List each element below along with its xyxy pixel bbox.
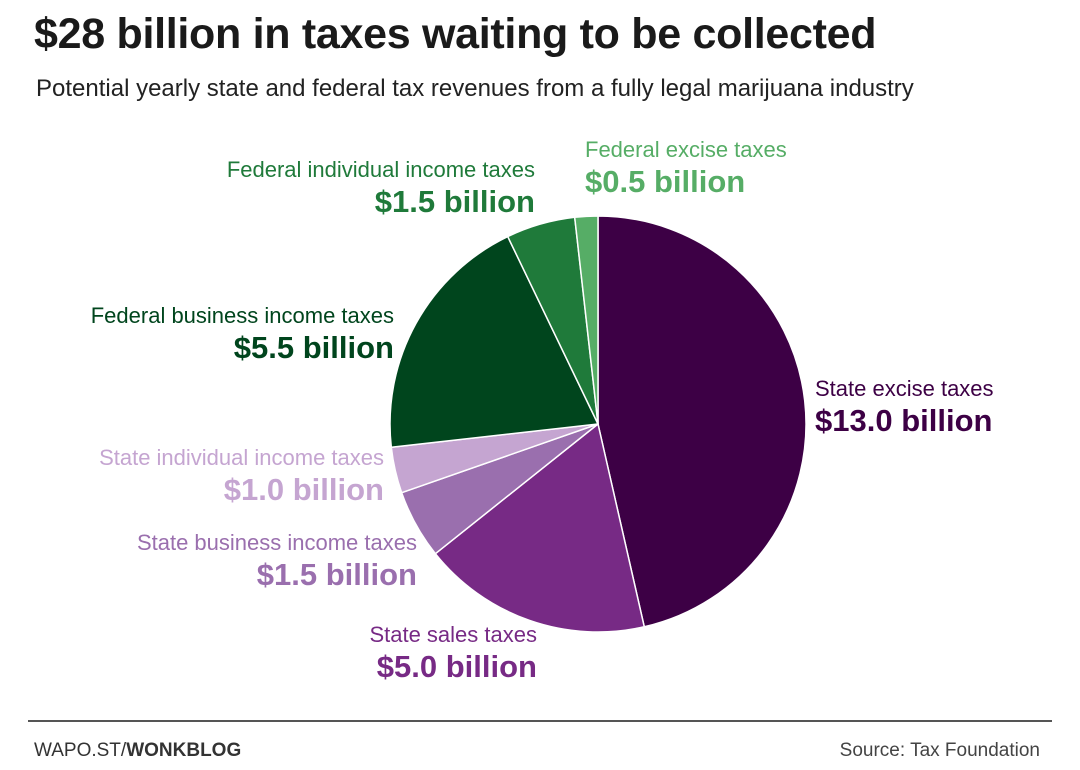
pie-slice-federal-excise-taxes [573, 215, 599, 425]
slice-value: $5.0 billion [376, 649, 537, 684]
slice-label-state-business-income: State business income taxes $1.5 billion [137, 529, 417, 593]
slice-name: State individual income taxes [99, 445, 384, 470]
brand-prefix: WAPO.ST/ [34, 740, 127, 761]
slice-label-state-excise: State excise taxes $13.0 billion [815, 375, 994, 439]
slice-name: State excise taxes [815, 376, 994, 401]
pie-slice-state-excise-taxes [597, 215, 807, 628]
brand-credit: WAPO.ST/WONKBLOG [34, 740, 241, 762]
slice-label-federal-individual-income: Federal individual income taxes $1.5 bil… [227, 156, 535, 220]
slice-value: $1.0 billion [223, 472, 384, 507]
slice-value: $13.0 billion [815, 403, 993, 438]
slice-name: Federal individual income taxes [226, 157, 535, 182]
slice-value: $1.5 billion [374, 184, 535, 219]
pie-slice-federal-business-income-taxes [389, 235, 600, 449]
slice-label-state-individual-income: State individual income taxes $1.0 billi… [99, 444, 384, 508]
pie-slice-state-sales-taxes [434, 422, 646, 633]
brand-name: WONKBLOG [126, 740, 242, 761]
slice-name: State sales taxes [369, 622, 537, 647]
slice-value: $5.5 billion [233, 330, 394, 365]
slice-value: $0.5 billion [585, 164, 746, 199]
slice-name: Federal excise taxes [585, 137, 787, 162]
footer-divider [28, 720, 1052, 722]
slice-value: $1.5 billion [256, 557, 417, 592]
slice-name: State business income taxes [136, 530, 417, 555]
slice-label-federal-business-income: Federal business income taxes $5.5 billi… [91, 302, 394, 366]
chart-subtitle: Potential yearly state and federal tax r… [36, 75, 914, 102]
chart-title: $28 billion in taxes waiting to be colle… [34, 10, 877, 58]
slice-label-federal-excise: Federal excise taxes $0.5 billion [585, 136, 787, 200]
source-credit: Source: Tax Foundation [839, 740, 1040, 761]
slice-label-state-sales: State sales taxes $5.0 billion [369, 621, 537, 685]
slice-name: Federal business income taxes [90, 303, 394, 328]
